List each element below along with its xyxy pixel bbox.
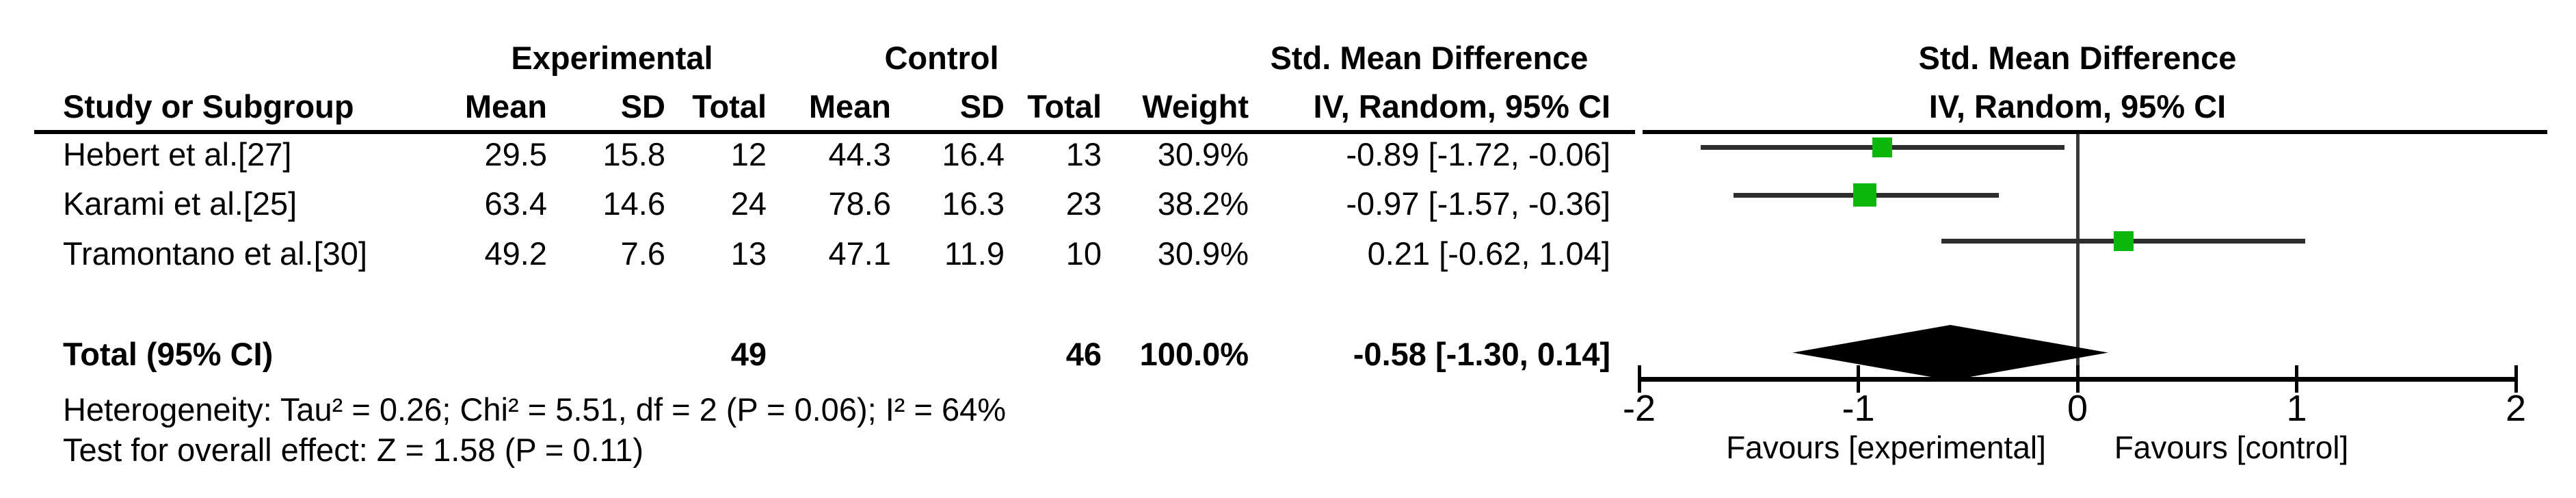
col-header-study: Study or Subgroup [63,88,354,124]
exp-sd: 7.6 [620,235,665,272]
effect-square [1853,183,1877,207]
total-label: Total (95% CI) [63,336,274,372]
zero-line [2075,134,2080,392]
header-rule-table [34,130,1635,134]
col-header-iv-plot: IV, Random, 95% CI [1928,88,2227,124]
axis-tick-label: 2 [2505,388,2527,429]
total-ctrl-n: 46 [1065,336,1102,372]
total-weight: 100.0% [1139,336,1249,372]
col-header-ctrl-mean: Mean [808,88,891,124]
exp-total: 13 [730,235,767,272]
study-name: Hebert et al.[27] [63,136,292,172]
group-header-smd-text: Std. Mean Difference [1270,40,1589,76]
exp-mean: 29.5 [484,136,547,172]
axis-tick [1637,365,1641,393]
study-name: Tramontano et al.[30] [63,235,368,272]
ctrl-total: 13 [1065,136,1102,172]
col-header-ctrl-total: Total [1027,88,1102,124]
smd-ci-text: 0.21 [-0.62, 1.04] [1367,235,1610,272]
pooled-diamond [1792,325,2108,380]
axis-tick-label: -1 [1842,388,1875,429]
header-rule-plot [1643,130,2547,134]
effect-square [1872,137,1893,157]
weight: 30.9% [1157,235,1249,272]
axis-tick-label: -2 [1622,388,1656,429]
weight: 30.9% [1157,136,1249,172]
exp-mean: 63.4 [484,185,547,222]
group-header-experimental: Experimental [511,40,713,76]
overall-effect-note: Test for overall effect: Z = 1.58 (P = 0… [63,432,644,468]
ctrl-mean: 47.1 [828,235,891,272]
exp-total: 12 [730,136,767,172]
col-header-exp-total: Total [692,88,767,124]
exp-total: 24 [730,185,767,222]
study-name: Karami et al.[25] [63,185,297,222]
col-header-weight: Weight [1142,88,1249,124]
axis-tick [2514,365,2518,393]
col-header-ctrl-sd: SD [959,88,1005,124]
ctrl-total: 23 [1065,185,1102,222]
total-smd-ci-text: -0.58 [-1.30, 0.14] [1353,336,1610,372]
axis-tick-label: 1 [2286,388,2307,429]
axis-tick [2295,365,2298,393]
col-header-iv-text: IV, Random, 95% CI [1313,88,1610,124]
heterogeneity-note: Heterogeneity: Tau² = 0.26; Chi² = 5.51,… [63,391,1007,428]
axis-tick [1857,365,1860,393]
exp-sd: 14.6 [602,185,665,222]
smd-ci-text: -0.97 [-1.57, -0.36] [1346,185,1610,222]
ctrl-total: 10 [1065,235,1102,272]
col-header-exp-sd: SD [620,88,665,124]
exp-mean: 49.2 [484,235,547,272]
col-header-exp-mean: Mean [464,88,547,124]
total-exp-n: 49 [730,336,767,372]
ctrl-sd: 16.3 [942,185,1005,222]
favours-right-label: Favours [control] [2114,430,2349,465]
group-header-smd-plot: Std. Mean Difference [1918,40,2237,76]
smd-ci-text: -0.89 [-1.72, -0.06] [1346,136,1610,172]
ctrl-sd: 11.9 [944,235,1005,272]
favours-left-label: Favours [experimental] [1726,430,2046,465]
effect-square [2113,231,2134,251]
axis-tick [2075,365,2080,393]
axis-tick-label: 0 [2067,388,2088,429]
ctrl-mean: 78.6 [828,185,891,222]
ctrl-sd: 16.4 [942,136,1005,172]
weight: 38.2% [1157,185,1249,222]
exp-sd: 15.8 [602,136,665,172]
group-header-control: Control [884,40,999,76]
ctrl-mean: 44.3 [828,136,891,172]
